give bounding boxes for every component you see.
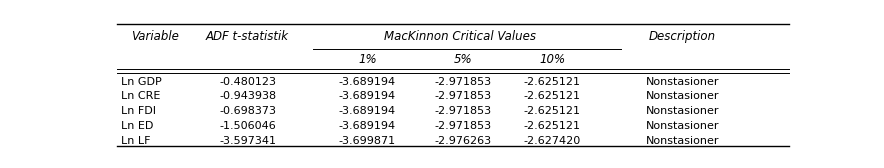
Text: -2.625121: -2.625121 — [524, 92, 581, 101]
Text: -3.689194: -3.689194 — [339, 106, 396, 116]
Text: -3.699871: -3.699871 — [339, 136, 396, 146]
Text: Nonstasioner: Nonstasioner — [646, 106, 720, 116]
Text: Nonstasioner: Nonstasioner — [646, 121, 720, 131]
Text: -2.627420: -2.627420 — [523, 136, 581, 146]
Text: MacKinnon Critical Values: MacKinnon Critical Values — [384, 30, 536, 43]
Text: 1%: 1% — [358, 53, 377, 66]
Text: Nonstasioner: Nonstasioner — [646, 77, 720, 87]
Text: -1.506046: -1.506046 — [219, 121, 276, 131]
Text: Ln GDP: Ln GDP — [121, 77, 162, 87]
Text: -3.689194: -3.689194 — [339, 121, 396, 131]
Text: -3.689194: -3.689194 — [339, 77, 396, 87]
Text: -0.480123: -0.480123 — [219, 77, 276, 87]
Text: Ln FDI: Ln FDI — [121, 106, 156, 116]
Text: -2.971853: -2.971853 — [435, 92, 492, 101]
Text: -2.971853: -2.971853 — [435, 77, 492, 87]
Text: -2.971853: -2.971853 — [435, 106, 492, 116]
Text: ADF t-statistik: ADF t-statistik — [206, 30, 289, 43]
Text: 5%: 5% — [454, 53, 473, 66]
Text: -2.625121: -2.625121 — [524, 77, 581, 87]
Text: -3.689194: -3.689194 — [339, 92, 396, 101]
Text: -2.625121: -2.625121 — [524, 121, 581, 131]
Text: -0.698373: -0.698373 — [219, 106, 276, 116]
Text: Description: Description — [649, 30, 716, 43]
Text: Ln ED: Ln ED — [121, 121, 153, 131]
Text: 10%: 10% — [539, 53, 566, 66]
Text: Ln LF: Ln LF — [121, 136, 150, 146]
Text: -2.625121: -2.625121 — [524, 106, 581, 116]
Text: Ln CRE: Ln CRE — [121, 92, 160, 101]
Text: -0.943938: -0.943938 — [219, 92, 276, 101]
Text: Nonstasioner: Nonstasioner — [646, 136, 720, 146]
Text: -3.597341: -3.597341 — [219, 136, 276, 146]
Text: -2.971853: -2.971853 — [435, 121, 492, 131]
Text: Variable: Variable — [131, 30, 179, 43]
Text: -2.976263: -2.976263 — [435, 136, 492, 146]
Text: Nonstasioner: Nonstasioner — [646, 92, 720, 101]
